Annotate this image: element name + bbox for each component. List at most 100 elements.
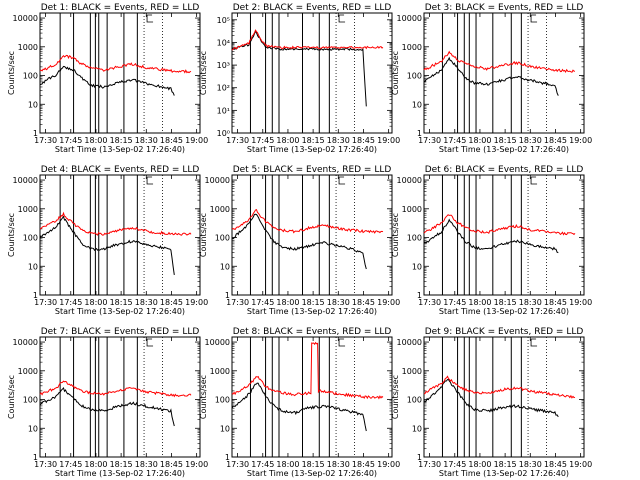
x-axis-label: Start Time (13-Sep-02 17:26:40) [439, 307, 569, 316]
x-tick-label: 17:45 [251, 460, 274, 469]
x-tick-label: 18:45 [160, 298, 183, 307]
series-lld [231, 208, 384, 234]
interval-bracket [338, 176, 346, 185]
y-tick-label: 100 [23, 234, 38, 243]
y-tick-label: 10 [220, 262, 230, 271]
x-tick-label: 19:00 [377, 136, 400, 145]
panel-det-3: Det 3: BLACK = Events, RED = LLD 17:30 17:… [391, 3, 592, 154]
y-tick-label: 10 [28, 262, 38, 271]
y-tick-label: 1000 [18, 205, 38, 214]
panel-title: Det 9: BLACK = Events, RED = LLD [425, 327, 584, 337]
interval-bracket [338, 338, 346, 347]
x-tick-label: 18:00 [84, 298, 107, 307]
y-axis-label: Counts/sec [7, 213, 16, 257]
y-tick-label: 100 [215, 234, 230, 243]
y-axis-label: Counts/sec [7, 375, 16, 419]
plot-frame [423, 336, 585, 458]
y-tick-label: 10 [412, 424, 422, 433]
panel-det-1: Det 1: BLACK = Events, RED = LLD 17:30 17:… [7, 3, 208, 154]
x-tick-label: 18:45 [160, 136, 183, 145]
y-axis-label: Counts/sec [199, 375, 208, 419]
x-tick-label: 17:30 [226, 298, 249, 307]
y-tick-label: 100 [23, 72, 38, 81]
x-tick-label: 17:45 [251, 136, 274, 145]
y-tick-label: 1 [225, 291, 230, 300]
series-events [39, 65, 175, 96]
y-tick-label: 10¹ [217, 106, 230, 115]
y-tick-label: 1 [33, 453, 38, 462]
series-lld [39, 54, 192, 74]
y-tick-label: 1 [417, 129, 422, 138]
x-tick-label: 18:00 [84, 460, 107, 469]
series-events [423, 218, 559, 254]
panel-title: Det 8: BLACK = Events, RED = LLD [233, 327, 392, 337]
panel-title: Det 2: BLACK = Events, RED = LLD [233, 3, 392, 13]
x-tick-label: 18:15 [494, 460, 517, 469]
x-tick-label: 19:00 [569, 298, 592, 307]
x-tick-label: 18:30 [135, 136, 158, 145]
y-tick-label: 1 [33, 129, 38, 138]
x-tick-label: 17:30 [226, 136, 249, 145]
x-tick-label: 19:00 [185, 298, 208, 307]
interval-bracket [530, 338, 538, 347]
y-tick-label: 1 [225, 453, 230, 462]
y-tick-label: 10000 [13, 14, 38, 23]
y-tick-label: 10⁵ [217, 16, 230, 25]
x-tick-label: 17:30 [418, 460, 441, 469]
y-tick-label: 10000 [13, 338, 38, 347]
x-tick-label: 17:30 [418, 298, 441, 307]
plot-frame [39, 174, 201, 296]
x-tick-label: 17:45 [59, 298, 82, 307]
x-tick-label: 18:00 [468, 298, 491, 307]
plot-frame [231, 174, 393, 296]
y-tick-label: 10 [412, 100, 422, 109]
x-tick-label: 17:30 [34, 136, 57, 145]
x-tick-label: 18:15 [302, 136, 325, 145]
panel-title: Det 5: BLACK = Events, RED = LLD [233, 165, 392, 175]
series-lld [39, 380, 192, 398]
x-tick-label: 18:45 [352, 298, 375, 307]
panel-det-5: Det 5: BLACK = Events, RED = LLD 17:30 17:… [199, 165, 400, 316]
x-tick-label: 17:45 [59, 136, 82, 145]
y-tick-label: 1 [417, 453, 422, 462]
x-tick-label: 17:30 [418, 136, 441, 145]
series-lld [39, 211, 192, 236]
x-tick-label: 18:15 [302, 298, 325, 307]
x-axis-label: Start Time (13-Sep-02 17:26:40) [55, 469, 185, 478]
x-tick-label: 18:00 [276, 136, 299, 145]
y-tick-label: 10³ [217, 61, 230, 70]
x-tick-label: 17:45 [443, 460, 466, 469]
x-tick-label: 18:00 [468, 136, 491, 145]
x-tick-label: 18:00 [276, 460, 299, 469]
y-tick-label: 100 [23, 396, 38, 405]
y-tick-label: 1000 [210, 205, 230, 214]
y-tick-label: 10⁰ [217, 129, 230, 138]
y-tick-label: 100 [407, 396, 422, 405]
x-tick-label: 19:00 [377, 298, 400, 307]
panel-title: Det 3: BLACK = Events, RED = LLD [425, 3, 584, 13]
y-axis-label: Counts/sec [391, 213, 400, 257]
x-tick-label: 18:15 [302, 460, 325, 469]
series-events [231, 213, 367, 270]
x-tick-label: 18:15 [494, 136, 517, 145]
y-tick-label: 10000 [397, 176, 422, 185]
x-tick-label: 18:45 [544, 460, 567, 469]
x-tick-label: 19:00 [185, 460, 208, 469]
y-tick-label: 10000 [397, 338, 422, 347]
x-tick-label: 18:30 [135, 298, 158, 307]
x-tick-label: 19:00 [569, 460, 592, 469]
series-lld [423, 214, 576, 236]
x-tick-label: 19:00 [185, 136, 208, 145]
series-events [39, 387, 175, 427]
series-lld [423, 375, 576, 399]
x-tick-label: 17:45 [251, 298, 274, 307]
plot-frame [423, 12, 585, 134]
series-events [423, 56, 559, 96]
x-tick-label: 18:15 [110, 298, 133, 307]
x-tick-label: 18:00 [84, 136, 107, 145]
interval-bracket [146, 338, 154, 347]
interval-bracket [338, 14, 346, 23]
series-events [39, 215, 175, 275]
y-tick-label: 10² [217, 84, 230, 93]
x-axis-label: Start Time (13-Sep-02 17:26:40) [55, 307, 185, 316]
